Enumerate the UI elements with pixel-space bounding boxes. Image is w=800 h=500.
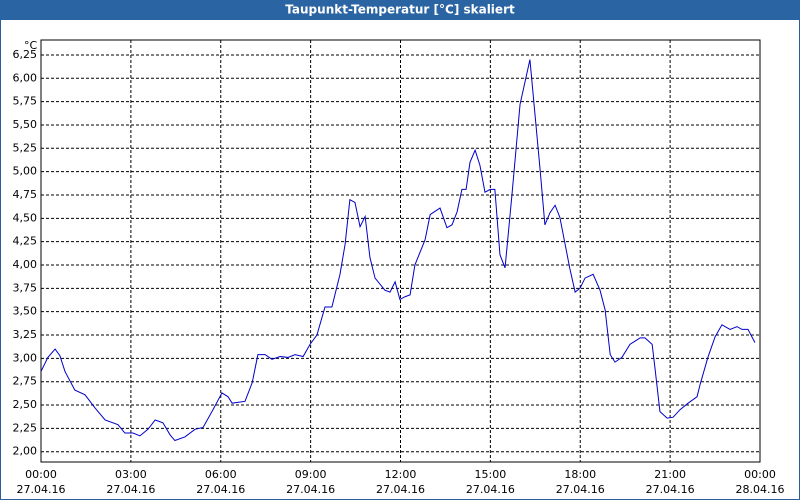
x-tick-label: 06:00 [205,468,237,481]
y-tick-label: 3,75 [13,281,38,294]
x-tick-date: 27.04.16 [196,483,245,496]
x-tick-label: 18:00 [564,468,596,481]
y-tick-label: 5,50 [13,118,38,131]
y-tick-label: 3,00 [13,351,38,364]
x-tick-label: 15:00 [475,468,507,481]
y-tick-label: 3,25 [13,328,38,341]
y-tick-label: 4,50 [13,211,38,224]
y-tick-label: 5,75 [13,95,38,108]
x-tick-label: 00:00 [25,468,57,481]
x-tick-date: 28.04.16 [736,483,785,496]
y-tick-label: 4,25 [13,235,38,248]
x-tick-date: 27.04.16 [646,483,695,496]
x-tick-date: 27.04.16 [286,483,335,496]
y-tick-label: 5,00 [13,165,38,178]
x-tick-label: 03:00 [115,468,147,481]
y-tick-label: 2,00 [13,445,38,458]
y-tick-label: 3,50 [13,305,38,318]
y-tick-label: 5,25 [13,141,38,154]
y-tick-label: 2,25 [13,421,38,434]
y-tick-label: 2,50 [13,398,38,411]
x-tick-label: 09:00 [295,468,327,481]
x-tick-label: 00:00 [744,468,776,481]
x-tick-date: 27.04.16 [376,483,425,496]
y-unit: °C [24,39,38,52]
y-tick-label: 4,00 [13,258,38,271]
x-tick-label: 21:00 [654,468,686,481]
x-tick-date: 27.04.16 [466,483,515,496]
data-line [40,59,756,442]
x-tick-date: 27.04.16 [17,483,66,496]
x-tick-label: 12:00 [385,468,417,481]
y-tick-label: 4,75 [13,188,38,201]
y-tick-label: 6,00 [13,71,38,84]
chart-title: Taupunkt-Temperatur [°C] skaliert [285,3,515,17]
x-tick-date: 27.04.16 [556,483,605,496]
y-tick-label: 6,25 [13,48,38,61]
x-tick-date: 27.04.16 [106,483,155,496]
y-tick-label: 2,75 [13,375,38,388]
title-bar [0,0,800,20]
